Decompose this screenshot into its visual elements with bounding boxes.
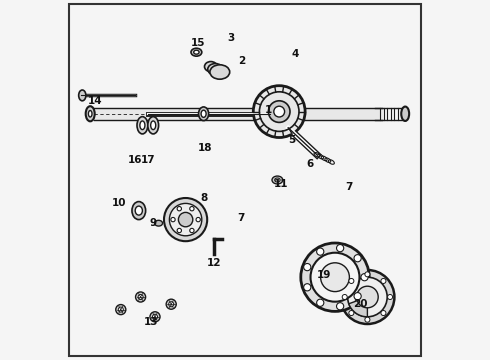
Circle shape [304,264,311,271]
Circle shape [317,248,324,255]
Circle shape [381,278,386,283]
Text: 1: 1 [265,105,272,115]
Ellipse shape [194,50,199,54]
Ellipse shape [140,121,145,130]
Text: 4: 4 [292,49,299,59]
Text: 2: 2 [238,56,245,66]
Circle shape [304,284,311,291]
Text: 17: 17 [141,155,155,165]
Circle shape [317,299,324,306]
Circle shape [177,207,181,211]
Circle shape [361,274,368,281]
Circle shape [311,253,360,302]
Circle shape [320,263,349,292]
Text: 12: 12 [207,258,221,268]
Ellipse shape [201,110,206,117]
Circle shape [150,312,160,322]
Wedge shape [349,297,368,317]
Text: 5: 5 [288,135,295,145]
Circle shape [253,86,305,138]
Text: 8: 8 [200,193,207,203]
Text: 6: 6 [306,159,314,169]
Text: 16: 16 [128,155,143,165]
Circle shape [152,314,157,319]
Text: 7: 7 [346,182,353,192]
Text: 11: 11 [274,179,288,189]
Circle shape [166,299,176,309]
Text: 19: 19 [317,270,331,280]
Ellipse shape [86,106,95,121]
Ellipse shape [79,90,86,101]
Ellipse shape [204,62,217,72]
Ellipse shape [198,107,209,121]
Circle shape [116,305,126,315]
Text: 13: 13 [144,317,159,327]
Circle shape [349,311,354,316]
Ellipse shape [148,117,159,134]
Text: 7: 7 [238,213,245,223]
Ellipse shape [135,206,143,215]
Ellipse shape [155,220,163,226]
Circle shape [342,294,347,300]
Circle shape [357,286,378,308]
Circle shape [170,203,202,236]
Circle shape [388,294,392,300]
Circle shape [169,302,174,307]
Circle shape [190,228,194,233]
Circle shape [171,217,175,222]
Circle shape [177,228,181,233]
Circle shape [178,212,193,227]
Circle shape [301,243,369,311]
Ellipse shape [272,176,283,184]
Text: 3: 3 [227,33,234,43]
Circle shape [349,278,354,283]
Text: 9: 9 [149,218,157,228]
Ellipse shape [208,64,223,75]
Ellipse shape [132,202,146,220]
Circle shape [274,106,285,117]
Ellipse shape [191,48,202,56]
Ellipse shape [151,121,156,130]
Circle shape [365,317,370,322]
Ellipse shape [210,65,230,79]
Circle shape [196,217,200,222]
Circle shape [354,293,361,300]
Circle shape [341,270,394,324]
Text: 18: 18 [198,143,213,153]
Circle shape [138,294,143,300]
Circle shape [269,101,290,122]
Circle shape [381,311,386,316]
Circle shape [164,198,207,241]
Text: 14: 14 [88,96,103,106]
Circle shape [347,277,387,317]
Ellipse shape [137,117,148,134]
Circle shape [190,207,194,211]
Ellipse shape [275,178,280,182]
Text: 15: 15 [191,38,205,48]
Text: 10: 10 [112,198,126,208]
Circle shape [118,307,123,312]
Ellipse shape [88,111,92,117]
Text: 20: 20 [353,299,368,309]
Circle shape [337,303,343,310]
Circle shape [136,292,146,302]
Circle shape [337,244,343,252]
Ellipse shape [401,107,409,121]
Circle shape [354,255,361,262]
Circle shape [365,272,370,277]
